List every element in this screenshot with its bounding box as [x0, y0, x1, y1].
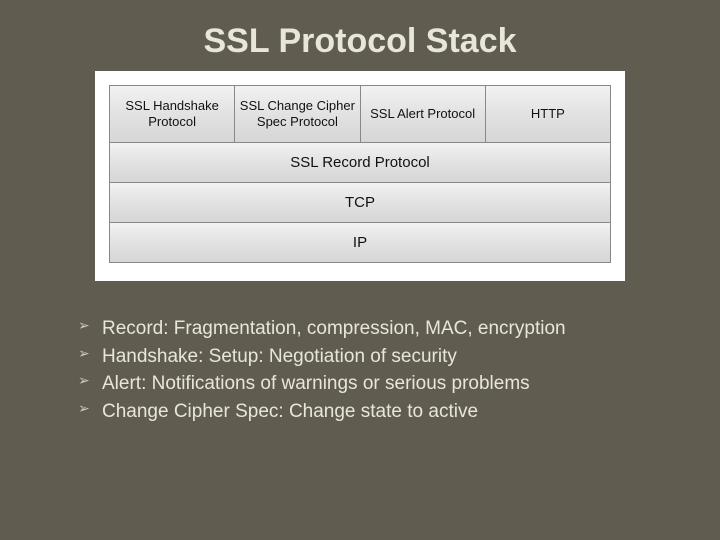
stack-row-tcp: TCP [109, 183, 611, 223]
protocol-stack-diagram: SSL Handshake Protocol SSL Change Cipher… [95, 71, 625, 281]
stack-cell-handshake: SSL Handshake Protocol [109, 85, 235, 143]
stack-row-ip: IP [109, 223, 611, 263]
stack-cell-change-cipher: SSL Change Cipher Spec Protocol [235, 85, 360, 143]
bullet-item: Handshake: Setup: Negotiation of securit… [78, 343, 720, 371]
bullet-item: Record: Fragmentation, compression, MAC,… [78, 315, 720, 343]
stack-top-row: SSL Handshake Protocol SSL Change Cipher… [109, 85, 611, 143]
bullet-item: Alert: Notifications of warnings or seri… [78, 370, 720, 398]
stack-cell-alert: SSL Alert Protocol [361, 85, 486, 143]
bullet-list: Record: Fragmentation, compression, MAC,… [78, 315, 720, 425]
stack-cell-http: HTTP [486, 85, 611, 143]
slide-title: SSL Protocol Stack [0, 0, 720, 71]
bullet-item: Change Cipher Spec: Change state to acti… [78, 398, 720, 426]
stack-row-record: SSL Record Protocol [109, 143, 611, 183]
